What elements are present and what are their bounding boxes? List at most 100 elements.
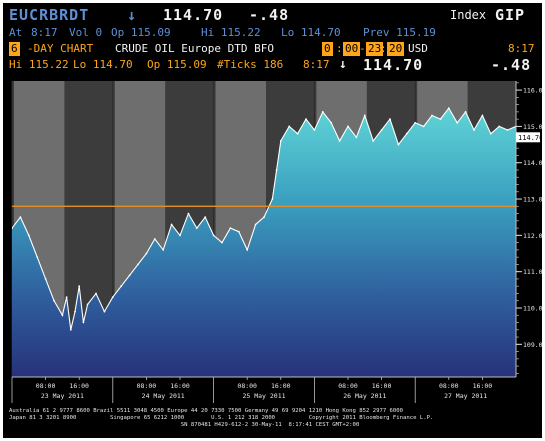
price-point: [103, 310, 106, 313]
net-change: -.48: [249, 6, 290, 24]
price-point: [19, 216, 22, 219]
stats-at: At: [9, 26, 23, 39]
index-label: Index: [450, 8, 487, 22]
x-day-label: 26 May 2011: [343, 392, 386, 400]
price-point: [313, 129, 316, 131]
days-input[interactable]: 6: [9, 42, 20, 56]
price-point: [69, 328, 72, 331]
price-point: [464, 111, 467, 113]
price-point: [170, 223, 173, 226]
price-point: [95, 292, 97, 295]
price-point: [61, 314, 64, 317]
price-point: [279, 140, 282, 142]
price-point: [12, 227, 13, 229]
price-point: [78, 285, 81, 288]
end-minute-field[interactable]: 20: [387, 42, 405, 56]
price-point: [212, 234, 215, 237]
price-point: [321, 111, 324, 113]
price-point: [288, 125, 291, 128]
price-point: [422, 125, 425, 128]
x-day-label: 27 May 2011: [444, 392, 487, 400]
footer-contacts-line1: Australia 61 2 9777 8600 Brazil 5511 304…: [9, 408, 404, 414]
price-point: [405, 132, 408, 135]
range-ticks: #Ticks 186: [217, 58, 284, 71]
price-point: [363, 114, 366, 117]
stats-prev: Prev 115.19: [363, 26, 436, 39]
stats-low: Lo 114.70: [281, 26, 341, 39]
price-point: [27, 234, 30, 237]
price-point: [111, 296, 114, 298]
ticker-symbol[interactable]: EUCRBRDT: [9, 6, 90, 24]
y-tick-label: 114.00: [523, 159, 542, 167]
price-point: [204, 216, 207, 219]
quote-stats-row: At 8:17 Vol 0 Op 115.09 Hi 115.22 Lo 114…: [3, 25, 542, 41]
price-point: [187, 212, 190, 215]
price-point: [489, 132, 492, 135]
intraday-price-chart[interactable]: 109.00 110.00 111.00 112.00 113.00 114.00 115.…: [9, 81, 542, 407]
start-hour-field[interactable]: 0: [322, 42, 333, 56]
price-point: [330, 121, 333, 124]
stats-time: 8:17: [31, 26, 58, 39]
price-point: [473, 129, 475, 131]
last-price: 114.70: [163, 6, 224, 24]
price-point: [414, 121, 417, 124]
chart-type-label[interactable]: -DAY CHART: [27, 42, 94, 55]
price-point: [82, 321, 85, 324]
price-area: [12, 108, 516, 377]
price-point: [254, 223, 257, 226]
terminal-footer: Australia 61 2 9777 8600 Brazil 5511 304…: [3, 407, 542, 438]
x-day-label: 24 May 2011: [142, 392, 185, 400]
price-point: [347, 125, 349, 128]
x-tick-label: 16:00: [271, 382, 291, 390]
start-minute-field[interactable]: 00: [343, 42, 361, 56]
x-tick-label: 08:00: [439, 382, 459, 390]
range-arrow-icon: ↓: [339, 57, 348, 72]
y-tick-label: 110.00: [523, 304, 542, 312]
security-description: CRUDE OIL Europe DTD BFO: [115, 42, 274, 55]
x-tick-label: 08:00: [36, 382, 56, 390]
bloomberg-terminal-window: EUCRBRDT ↓ 114.70 -.48 Index GIP At 8:17…: [3, 3, 542, 438]
price-point: [263, 216, 265, 219]
x-tick-label: 16:00: [69, 382, 89, 390]
currency-label: USD: [408, 42, 428, 55]
range-change: -.48: [491, 56, 532, 74]
stats-volume: Vol 0: [69, 26, 103, 39]
price-point: [65, 296, 68, 298]
price-point: [162, 249, 165, 251]
last-price-tag-label: 114.70: [518, 134, 542, 142]
time-dash: -: [359, 42, 366, 55]
price-point: [389, 118, 391, 120]
x-tick-label: 08:00: [338, 382, 358, 390]
price-point: [271, 198, 274, 200]
index-code: GIP: [495, 6, 526, 24]
footer-contacts-line3: SN 870481 H429-612-2 30-May-11 8:17:41 C…: [9, 422, 360, 428]
price-point: [439, 118, 442, 120]
last-price-tag: [516, 132, 540, 143]
price-point: [120, 285, 123, 288]
y-tick-label: 115.00: [523, 123, 542, 131]
price-point: [74, 310, 76, 313]
x-tick-label: 16:00: [170, 382, 190, 390]
y-tick-label: 111.00: [523, 268, 542, 276]
end-hour-field[interactable]: 23: [366, 42, 384, 56]
x-tick-label: 08:00: [237, 382, 257, 390]
range-high: Hi 115.22: [9, 58, 69, 71]
x-tick-label: 16:00: [372, 382, 392, 390]
price-point: [53, 299, 55, 302]
chart-description-row: 6 -DAY CHART CRUDE OIL Europe DTD BFO 0 …: [3, 41, 542, 57]
x-day-label: 25 May 2011: [242, 392, 285, 400]
stats-high: Hi 115.22: [201, 26, 261, 39]
price-point: [456, 121, 459, 124]
price-point: [372, 140, 375, 142]
stats-open: Op 115.09: [111, 26, 171, 39]
price-point: [305, 118, 307, 120]
y-tick-label: 109.00: [523, 341, 542, 349]
price-point: [128, 274, 131, 277]
price-point: [431, 114, 433, 117]
y-tick-label: 113.00: [523, 196, 542, 204]
price-point: [380, 129, 383, 131]
range-open: Op 115.09: [147, 58, 207, 71]
down-arrow-icon: ↓: [127, 6, 138, 24]
price-point: [481, 114, 484, 117]
range-stats-row: Hi 115.22 Lo 114.70 Op 115.09 #Ticks 186…: [3, 57, 542, 73]
